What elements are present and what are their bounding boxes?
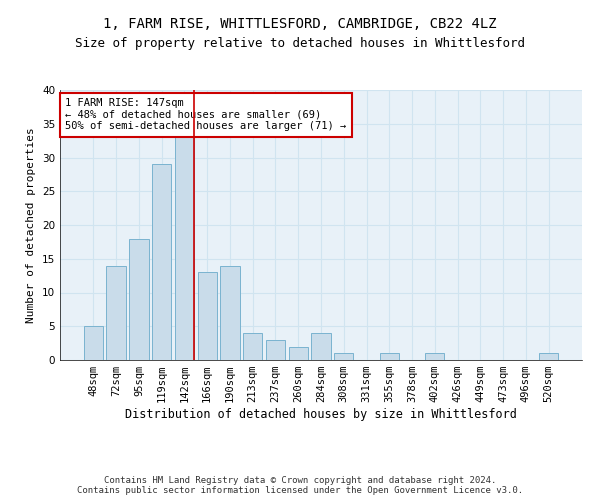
Text: 1, FARM RISE, WHITTLESFORD, CAMBRIDGE, CB22 4LZ: 1, FARM RISE, WHITTLESFORD, CAMBRIDGE, C… [103, 18, 497, 32]
Y-axis label: Number of detached properties: Number of detached properties [26, 127, 37, 323]
Text: Size of property relative to detached houses in Whittlesford: Size of property relative to detached ho… [75, 38, 525, 51]
Bar [106, 266, 126, 360]
Bar [425, 353, 445, 360]
X-axis label: Distribution of detached houses by size in Whittlesford: Distribution of detached houses by size … [125, 408, 517, 421]
Bar [334, 353, 353, 360]
Bar [152, 164, 172, 360]
Bar [129, 238, 149, 360]
Text: Contains HM Land Registry data © Crown copyright and database right 2024.
Contai: Contains HM Land Registry data © Crown c… [77, 476, 523, 495]
Bar [197, 272, 217, 360]
Bar [539, 353, 558, 360]
Bar [311, 333, 331, 360]
Bar [243, 333, 262, 360]
Text: 1 FARM RISE: 147sqm
← 48% of detached houses are smaller (69)
50% of semi-detach: 1 FARM RISE: 147sqm ← 48% of detached ho… [65, 98, 346, 132]
Bar [289, 346, 308, 360]
Bar [266, 340, 285, 360]
Bar [380, 353, 399, 360]
Bar [84, 326, 103, 360]
Bar [175, 137, 194, 360]
Bar [220, 266, 239, 360]
